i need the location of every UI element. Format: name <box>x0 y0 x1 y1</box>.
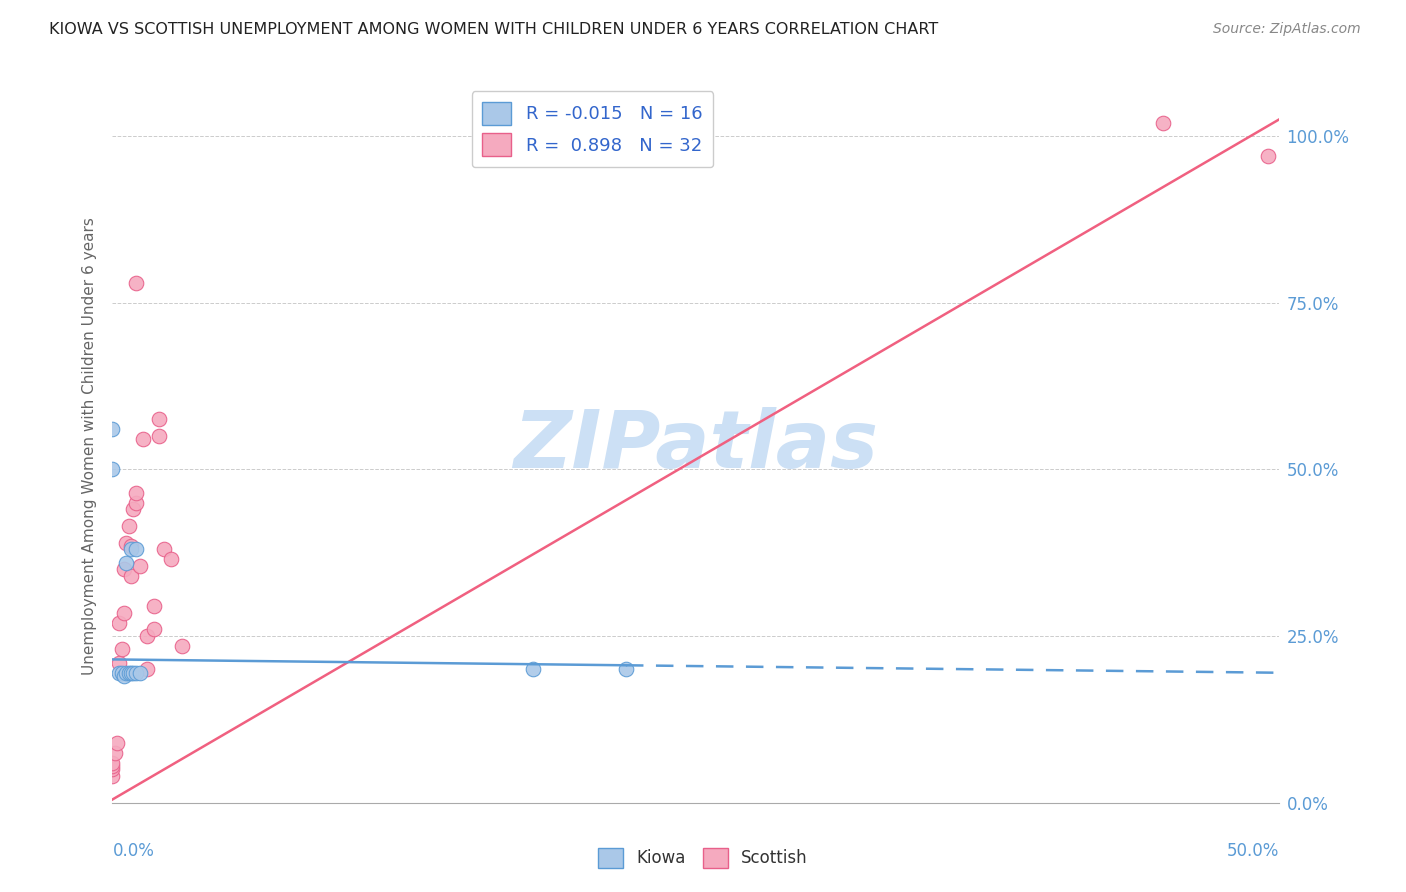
Point <box>172 639 194 653</box>
Point <box>101 769 124 783</box>
Point <box>143 623 166 637</box>
Point <box>111 665 134 680</box>
Point <box>101 759 124 773</box>
Legend: Kiowa, Scottish: Kiowa, Scottish <box>592 841 814 875</box>
Point <box>132 433 155 447</box>
Point <box>125 485 148 500</box>
Text: Source: ZipAtlas.com: Source: ZipAtlas.com <box>1213 22 1361 37</box>
Text: 50.0%: 50.0% <box>1227 842 1279 860</box>
Point <box>111 642 134 657</box>
Text: ZIPatlas: ZIPatlas <box>513 407 879 485</box>
Point <box>522 662 544 676</box>
Point <box>108 615 131 630</box>
Point <box>112 562 135 576</box>
Point <box>101 422 124 436</box>
Point <box>120 542 142 557</box>
Point <box>112 606 135 620</box>
Point <box>112 669 135 683</box>
Point <box>108 665 131 680</box>
Point <box>108 656 131 670</box>
Point <box>125 276 148 290</box>
Point <box>101 462 124 476</box>
Point <box>1257 149 1279 163</box>
Point <box>160 552 183 566</box>
Legend: R = -0.015   N = 16, R =  0.898   N = 32: R = -0.015 N = 16, R = 0.898 N = 32 <box>471 91 713 168</box>
Point <box>118 519 141 533</box>
Point <box>122 502 145 516</box>
Point <box>115 665 138 680</box>
Point <box>129 665 152 680</box>
Point <box>129 559 152 574</box>
Text: 0.0%: 0.0% <box>112 842 155 860</box>
Point <box>120 665 142 680</box>
Y-axis label: Unemployment Among Women with Children Under 6 years: Unemployment Among Women with Children U… <box>82 217 97 675</box>
Point <box>101 756 124 770</box>
Point <box>118 665 141 680</box>
Point <box>148 429 170 443</box>
Point <box>143 599 166 613</box>
Point <box>136 629 159 643</box>
Point <box>115 556 138 570</box>
Point <box>105 736 128 750</box>
Point <box>125 542 148 557</box>
Point <box>104 746 127 760</box>
Point <box>122 665 145 680</box>
Point <box>148 412 170 426</box>
Point <box>153 542 176 557</box>
Point <box>120 539 142 553</box>
Point <box>1152 115 1174 129</box>
Point <box>101 763 124 777</box>
Point <box>136 662 159 676</box>
Point <box>125 665 148 680</box>
Point <box>614 662 637 676</box>
Text: KIOWA VS SCOTTISH UNEMPLOYMENT AMONG WOMEN WITH CHILDREN UNDER 6 YEARS CORRELATI: KIOWA VS SCOTTISH UNEMPLOYMENT AMONG WOM… <box>49 22 938 37</box>
Point <box>115 535 138 549</box>
Point <box>125 496 148 510</box>
Point <box>120 569 142 583</box>
